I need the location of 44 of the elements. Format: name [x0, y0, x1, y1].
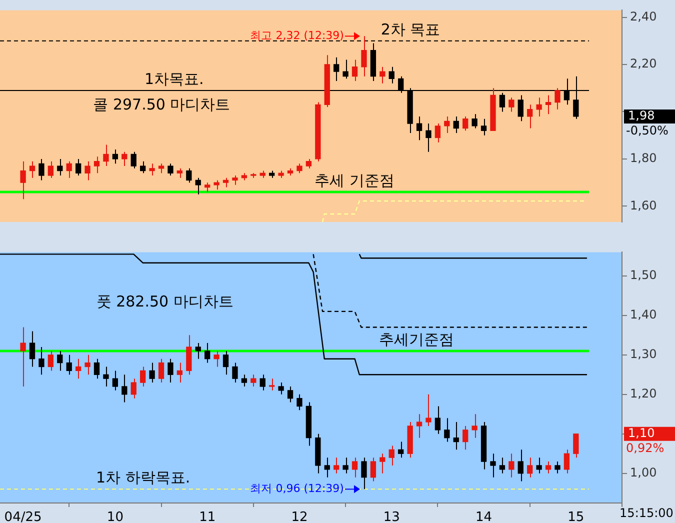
candlestick: [168, 163, 174, 176]
candlestick: [84, 160, 90, 181]
ref-line-label: 1차 하락목표.: [96, 468, 190, 487]
candlestick: [508, 453, 514, 478]
y-tick-label: 1,50: [630, 268, 657, 282]
candlestick: [342, 457, 348, 474]
text: 15:15:00: [620, 506, 674, 520]
text: 0,92%: [626, 441, 664, 456]
candlestick: [20, 326, 26, 387]
y-tick-label: 1,80: [630, 151, 657, 166]
candlestick: [536, 457, 542, 474]
x-tick-label: 04/25: [4, 510, 42, 523]
candlestick: [508, 97, 514, 112]
annotation: 최고 2,32 (12:39): [250, 29, 344, 42]
y-tick-label: 1,30: [630, 347, 657, 362]
y-tick-label: 1,40: [630, 308, 657, 322]
x-tick-label: 13: [383, 510, 400, 523]
x-tick-label: 15: [568, 510, 584, 523]
text: 풋 282.50 마디차트: [96, 292, 234, 310]
x-tick-label: 12: [291, 510, 308, 523]
candlestick: [250, 172, 256, 178]
ref-line-label: 1차목표.: [144, 70, 204, 88]
text: 콜 297.50 마디차트: [93, 95, 230, 114]
candlestick: [278, 382, 284, 395]
x-tick-label: 11: [199, 510, 216, 523]
text: -0,50%: [626, 124, 668, 138]
y-tick-label: 1,00: [630, 466, 657, 480]
x-tick-label: 10: [106, 510, 124, 523]
candlestick: [214, 180, 220, 190]
candlestick: [554, 461, 560, 474]
y-tick-label: 2,20: [630, 56, 657, 71]
x-tick-label: 14: [476, 510, 492, 523]
ref-line-label: 추세 기준점: [314, 171, 394, 190]
ref-line-label: 추세기준점: [379, 330, 454, 348]
ref-line-label: 2차 목표: [380, 20, 440, 38]
text: 1,10: [628, 426, 655, 440]
candlestick: [269, 378, 275, 391]
text: 1,98: [628, 108, 655, 123]
y-tick-label: 1,60: [630, 198, 657, 212]
candlestick: [472, 414, 478, 438]
y-tick-label: 1,20: [630, 386, 657, 401]
candlestick: [296, 163, 302, 174]
candlestick: [490, 453, 496, 478]
y-tick-label: 2,40: [630, 9, 657, 24]
